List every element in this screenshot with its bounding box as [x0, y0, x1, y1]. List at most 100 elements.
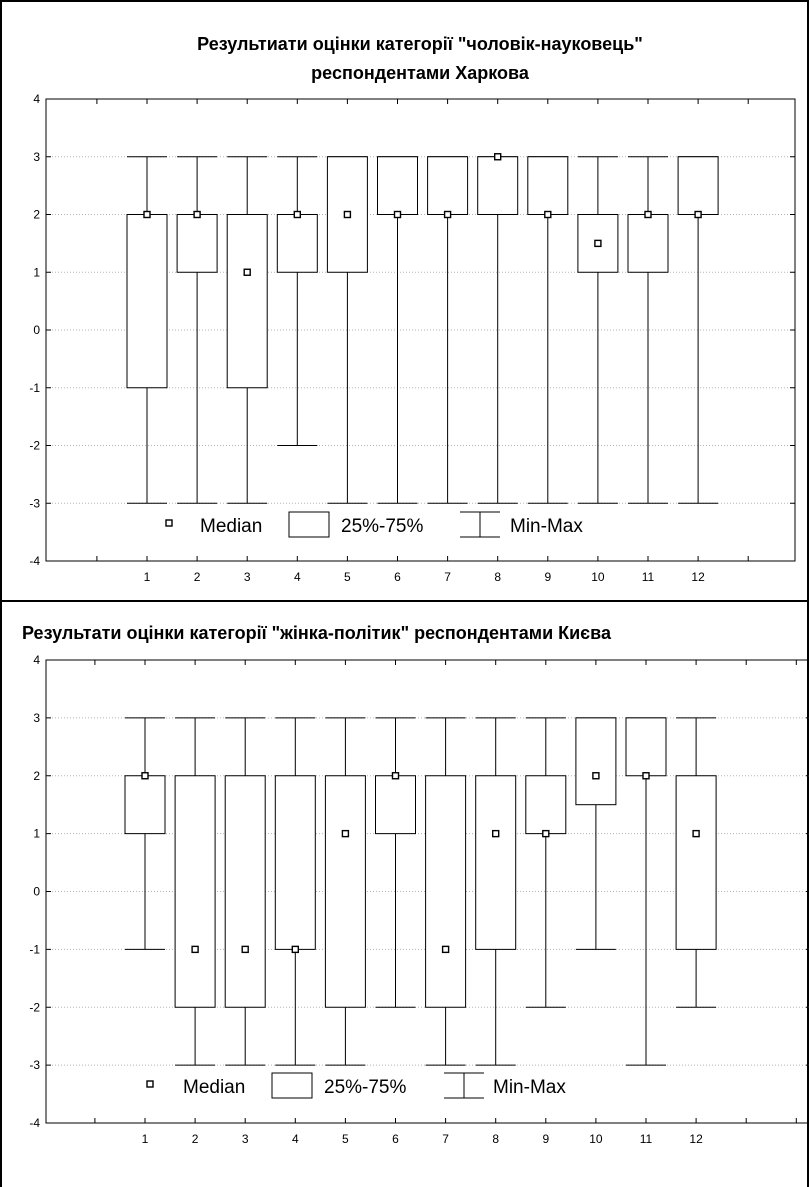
- iqr-box: [475, 775, 517, 950]
- legend-whisker-icon: [444, 1072, 484, 1099]
- iqr-box: [575, 717, 617, 806]
- median-marker: [343, 210, 352, 219]
- median-marker: [241, 945, 249, 954]
- median-marker: [443, 210, 452, 219]
- x-tick-label: 12: [691, 570, 705, 584]
- x-tick-label: 3: [244, 570, 251, 584]
- x-tick-label: 2: [192, 1132, 199, 1146]
- x-tick-label: 8: [492, 1132, 499, 1146]
- legend-box-label: 25%-75%: [341, 516, 423, 537]
- legend-whisker-icon: [460, 511, 500, 538]
- median-marker: [642, 772, 650, 780]
- box-item: [475, 717, 517, 1066]
- legend-median-icon: [146, 1080, 154, 1088]
- y-tick-label: 1: [33, 827, 40, 841]
- x-tick-label: 2: [194, 570, 201, 584]
- median-marker: [193, 210, 201, 219]
- iqr-box: [525, 775, 567, 835]
- median-marker: [692, 829, 700, 838]
- x-tick-label: 5: [344, 570, 351, 584]
- x-axis: 1 2 3 4 5 6 7 8 9 10 11 12: [96, 99, 749, 584]
- x-tick-label: 7: [444, 570, 451, 584]
- y-tick-label: 2: [33, 208, 40, 222]
- box-item: [375, 717, 416, 1008]
- x-tick-label: 9: [544, 570, 551, 584]
- legend-box-icon: [271, 1072, 313, 1099]
- legend: Median 25%-75% Min-Max: [146, 1072, 566, 1099]
- legend-median-label: Median: [200, 516, 262, 537]
- legend-whisker-label: Min-Max: [493, 1077, 566, 1098]
- box-item: [174, 717, 216, 1066]
- x-tick-label: 7: [442, 1132, 449, 1146]
- median-marker: [544, 210, 552, 219]
- iqr-box: [427, 156, 469, 215]
- box-plots: [126, 153, 719, 504]
- y-tick-label: 0: [33, 323, 40, 337]
- y-tick-label: -4: [29, 1116, 40, 1130]
- y-tick-label: 4: [33, 653, 40, 667]
- box-item: [575, 717, 617, 950]
- x-tick-label: 10: [589, 1132, 603, 1146]
- y-tick-label: -2: [29, 439, 40, 453]
- median-marker: [391, 772, 400, 780]
- x-tick-label: 1: [142, 1132, 149, 1146]
- y-tick-label: -4: [29, 554, 40, 568]
- y-axis: 4 3 2 1 0 -1 -2 -3 -4: [29, 92, 795, 568]
- grid-lines: [46, 156, 795, 504]
- iqr-box: [677, 156, 719, 215]
- x-tick-label: 11: [640, 1132, 653, 1146]
- box-item: [226, 156, 268, 504]
- x-tick-label: 6: [394, 570, 401, 584]
- iqr-box: [324, 775, 366, 1008]
- box-item: [126, 156, 168, 504]
- box-item: [577, 156, 619, 504]
- box-item: [274, 717, 316, 1066]
- legend: Median 25%-75% Min-Max: [165, 511, 583, 538]
- box-item: [377, 156, 418, 504]
- x-tick-label: 6: [392, 1132, 399, 1146]
- iqr-box: [124, 775, 166, 835]
- y-tick-label: -1: [29, 942, 40, 956]
- y-axis: 4 3 2 1 0 -1 -2 -3 -4: [29, 653, 809, 1130]
- x-tick-label: 4: [294, 570, 301, 584]
- y-tick-label: 0: [33, 885, 40, 899]
- box-item: [224, 717, 266, 1066]
- x-tick-label: 8: [494, 570, 501, 584]
- iqr-box: [276, 214, 318, 273]
- iqr-box: [477, 156, 519, 215]
- x-tick-label: 12: [689, 1132, 703, 1146]
- x-tick-label: 1: [144, 570, 151, 584]
- chart-panel-kharkiv: Результиати оцінки категорії "чоловік-на…: [29, 34, 796, 584]
- chart-panel-kyiv: Результати оцінки категорії "жінка-політ…: [22, 623, 809, 1146]
- chart-title-line-1: Результати оцінки категорії "жінка-політ…: [22, 623, 612, 643]
- box-item: [324, 717, 366, 1066]
- chart-title-line-2: респондентами Харкова: [311, 63, 530, 83]
- box-item: [677, 156, 719, 504]
- legend-whisker-label: Min-Max: [510, 516, 583, 537]
- x-tick-label: 5: [342, 1132, 349, 1146]
- iqr-box: [176, 214, 218, 273]
- y-tick-label: -3: [29, 1058, 40, 1072]
- box-item: [627, 156, 669, 504]
- iqr-box: [174, 775, 216, 1008]
- legend-box-label: 25%-75%: [324, 1077, 406, 1098]
- median-marker: [291, 945, 299, 954]
- median-marker: [243, 268, 251, 276]
- median-marker: [441, 945, 450, 954]
- median-marker: [594, 239, 602, 248]
- iqr-box: [274, 775, 316, 950]
- y-tick-label: 3: [33, 150, 40, 164]
- box-item: [176, 156, 218, 504]
- legend-median-icon: [165, 519, 173, 527]
- box-item: [124, 717, 166, 950]
- x-axis: 1 2 3 4 5 6 7 8 9 10 11 12: [94, 660, 797, 1146]
- box-item: [625, 717, 667, 1066]
- x-tick-label: 4: [292, 1132, 299, 1146]
- median-marker: [694, 210, 702, 219]
- box-item: [477, 153, 519, 504]
- iqr-box: [627, 214, 669, 273]
- y-tick-label: -2: [29, 1000, 40, 1014]
- box-item: [527, 156, 569, 504]
- box-item: [326, 156, 368, 504]
